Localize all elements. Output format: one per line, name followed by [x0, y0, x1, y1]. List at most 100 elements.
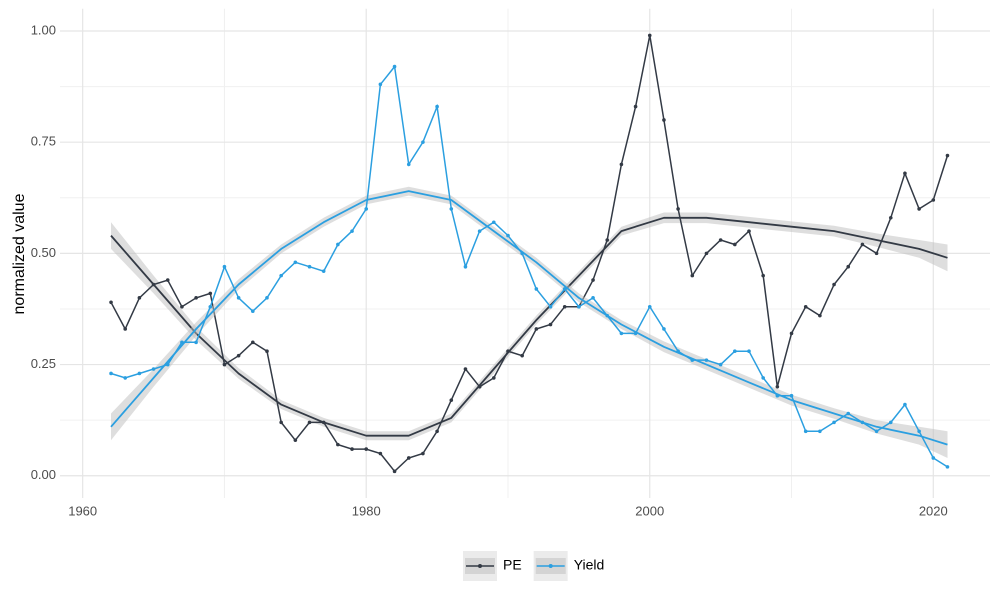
point	[137, 296, 142, 300]
point	[718, 238, 723, 242]
y-tick-label: 0.50	[31, 245, 56, 260]
point	[931, 456, 936, 460]
point	[747, 349, 751, 354]
point	[917, 429, 921, 434]
point	[378, 451, 383, 456]
legend-item: Yield	[533, 551, 605, 581]
point	[761, 273, 765, 278]
point	[818, 429, 822, 434]
point	[463, 264, 468, 269]
point	[832, 420, 836, 425]
point	[633, 104, 638, 109]
point	[520, 353, 524, 358]
point	[789, 331, 794, 336]
point	[775, 385, 780, 389]
point	[846, 264, 851, 269]
point	[336, 442, 340, 447]
point	[846, 411, 851, 416]
point	[435, 104, 439, 109]
point	[435, 429, 439, 434]
point	[662, 118, 666, 122]
smooth-line	[110, 216, 948, 437]
point	[733, 349, 737, 354]
point	[279, 420, 283, 425]
point	[307, 420, 312, 425]
point	[548, 304, 553, 309]
point	[492, 220, 496, 225]
point	[109, 300, 113, 305]
point	[647, 33, 652, 38]
x-tick-label: 2000	[635, 503, 664, 518]
point	[761, 376, 765, 380]
point	[945, 465, 950, 469]
point	[265, 296, 269, 300]
legend-key-point	[548, 564, 553, 568]
y-tick-label: 0.75	[31, 134, 56, 149]
point	[222, 362, 227, 367]
series-line	[110, 35, 949, 473]
point	[874, 429, 879, 434]
point	[151, 367, 156, 371]
legend-item: PE	[463, 551, 522, 581]
point	[534, 327, 539, 331]
point	[307, 264, 312, 269]
point	[832, 282, 836, 287]
point	[562, 304, 567, 309]
point	[591, 296, 595, 300]
x-tick-label: 2020	[919, 503, 948, 518]
point	[704, 251, 709, 256]
series-line	[110, 64, 948, 468]
point	[123, 376, 128, 380]
point	[747, 229, 751, 233]
point	[137, 371, 142, 376]
point	[194, 340, 198, 345]
point	[392, 64, 397, 69]
point	[279, 273, 283, 278]
point	[180, 304, 184, 309]
point	[293, 260, 298, 265]
point	[718, 362, 723, 367]
x-tick-label: 1960	[68, 503, 97, 518]
point	[803, 429, 808, 434]
smooth-line	[110, 190, 948, 446]
point	[336, 242, 340, 247]
y-tick-label: 0.00	[31, 467, 56, 482]
point	[733, 242, 737, 247]
point	[378, 82, 383, 87]
point	[364, 207, 369, 211]
point	[449, 207, 454, 211]
point	[577, 304, 581, 309]
point	[109, 371, 113, 376]
point	[421, 451, 425, 456]
point	[803, 304, 808, 309]
point	[903, 171, 907, 176]
point	[406, 162, 411, 167]
point	[917, 207, 921, 211]
point	[690, 273, 695, 278]
point	[704, 358, 709, 362]
point	[562, 287, 567, 291]
point	[293, 438, 298, 442]
point	[506, 233, 510, 238]
point	[789, 393, 794, 398]
legend-key-point	[478, 564, 482, 568]
y-axis-label: normalized value	[11, 193, 28, 314]
confidence-band	[111, 212, 948, 441]
point	[406, 456, 411, 460]
point	[676, 207, 680, 211]
legend-label: PE	[503, 557, 522, 573]
point	[236, 353, 241, 358]
point	[492, 376, 496, 380]
x-tick-label: 1980	[352, 503, 381, 518]
point	[449, 398, 454, 402]
legend-label: Yield	[574, 557, 605, 573]
point	[903, 402, 907, 407]
point	[860, 242, 865, 247]
point	[874, 251, 879, 256]
point	[647, 304, 652, 309]
point	[463, 367, 468, 371]
point	[251, 340, 255, 345]
point	[591, 278, 595, 282]
point	[123, 327, 128, 331]
